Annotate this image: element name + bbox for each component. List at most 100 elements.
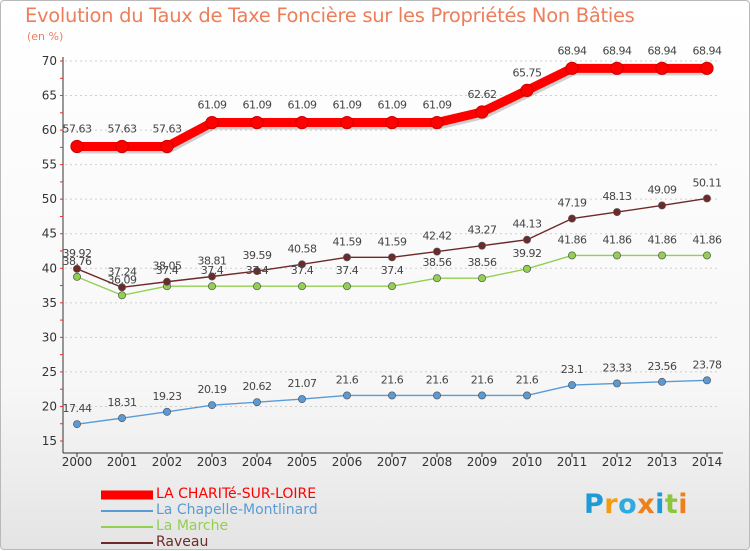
data-point — [343, 282, 351, 291]
data-label: 68.94 — [558, 44, 587, 57]
data-label: 21.6 — [516, 373, 539, 386]
data-labels: 57.63 57.63 57.63 61.09 61.09 61.09 61.09 61.09… — [63, 44, 723, 415]
data-point — [430, 115, 444, 130]
legend-swatch — [101, 526, 153, 528]
data-label: 61.09 — [333, 99, 362, 112]
data-point — [298, 395, 306, 404]
data-point — [703, 194, 711, 203]
data-point — [73, 420, 81, 429]
data-label: 61.09 — [423, 99, 452, 112]
proxiti-logo: Proxiti — [584, 489, 689, 520]
x-tick-label: 2004 — [242, 455, 273, 469]
data-label: 17.44 — [63, 402, 92, 415]
data-label: 23.1 — [561, 363, 584, 376]
data-label: 36.09 — [108, 273, 137, 286]
data-point — [253, 398, 261, 407]
data-point — [298, 282, 306, 291]
data-point — [433, 247, 441, 256]
data-label: 21.6 — [426, 373, 449, 386]
data-label: 41.59 — [333, 235, 362, 248]
data-label: 43.27 — [468, 224, 497, 237]
x-tick-label: 2012 — [602, 455, 633, 469]
x-tick-label: 2003 — [197, 455, 228, 469]
data-label: 61.09 — [288, 99, 317, 112]
data-point — [253, 282, 261, 291]
data-label: 65.75 — [513, 66, 542, 79]
data-point — [250, 115, 264, 130]
y-tick-label: 30 — [42, 330, 57, 344]
legend-item: La Chapelle-Montlinard — [101, 502, 421, 519]
data-point — [118, 283, 126, 292]
data-label: 38.05 — [153, 260, 182, 273]
x-tick-label: 2013 — [647, 455, 678, 469]
x-tick-label: 2001 — [107, 455, 138, 469]
x-tick-label: 2006 — [332, 455, 363, 469]
data-label: 41.86 — [603, 233, 632, 246]
legend-swatch — [101, 542, 153, 544]
data-label: 21.6 — [381, 373, 404, 386]
data-label: 37.4 — [381, 264, 404, 277]
legend: LA CHARITé-SUR-LOIRE La Chapelle-Montlina… — [101, 486, 421, 551]
data-label: 37.4 — [246, 264, 269, 277]
data-label: 37.24 — [108, 265, 137, 278]
axes — [60, 57, 723, 457]
data-label: 47.19 — [558, 197, 587, 210]
data-label: 41.59 — [378, 235, 407, 248]
data-label: 20.19 — [198, 383, 227, 396]
data-label: 21.07 — [288, 377, 317, 390]
data-point — [340, 115, 354, 130]
y-axis-ticks: 15 20 25 30 35 40 45 50 55 60 65 70 — [42, 54, 57, 448]
data-label: 37.4 — [156, 264, 179, 277]
y-tick-label: 50 — [42, 192, 57, 206]
data-label: 57.63 — [63, 122, 92, 135]
x-tick-label: 2002 — [152, 455, 183, 469]
data-point — [385, 115, 399, 130]
data-point — [298, 260, 306, 269]
data-point — [703, 376, 711, 385]
data-point — [520, 83, 534, 97]
data-point — [343, 253, 351, 262]
data-label: 39.92 — [63, 247, 92, 260]
data-point — [73, 264, 81, 273]
legend-label: La Marche — [156, 518, 229, 534]
data-point — [658, 377, 666, 386]
data-point — [475, 105, 489, 119]
data-label: 38.76 — [63, 255, 92, 268]
data-point — [73, 272, 81, 281]
legend-swatch — [101, 510, 153, 512]
data-label: 39.59 — [243, 249, 272, 262]
data-point — [613, 208, 621, 217]
y-tick-label: 40 — [42, 261, 57, 275]
data-label: 44.13 — [513, 218, 542, 231]
data-label: 57.63 — [108, 122, 137, 135]
data-point — [208, 282, 216, 291]
data-label: 39.92 — [513, 247, 542, 260]
data-label: 61.09 — [198, 99, 227, 112]
data-label: 61.09 — [243, 99, 272, 112]
data-point — [568, 251, 576, 260]
y-tick-label: 45 — [42, 227, 57, 241]
data-label: 49.09 — [648, 183, 677, 196]
data-point — [253, 267, 261, 276]
x-tick-label: 2010 — [512, 455, 543, 469]
legend-label: LA CHARITé-SUR-LOIRE — [156, 486, 317, 502]
data-label: 38.56 — [468, 256, 497, 269]
data-label: 68.94 — [603, 44, 632, 57]
data-point — [700, 61, 714, 75]
x-tick-label: 2008 — [422, 455, 453, 469]
x-axis-ticks: 2000 2001 2002 2003 2004 2005 2006 2007 2008 2009… — [62, 455, 723, 469]
data-point — [613, 251, 621, 260]
data-point — [523, 235, 531, 244]
data-point — [295, 115, 309, 130]
data-point — [565, 61, 579, 75]
data-point — [610, 61, 624, 75]
data-label: 23.33 — [603, 361, 632, 374]
legend-swatch — [101, 490, 153, 500]
data-point — [433, 391, 441, 400]
data-label: 19.23 — [153, 390, 182, 403]
data-point — [478, 274, 486, 283]
series-layer — [70, 61, 714, 429]
data-label: 48.13 — [603, 190, 632, 203]
data-point — [613, 379, 621, 388]
